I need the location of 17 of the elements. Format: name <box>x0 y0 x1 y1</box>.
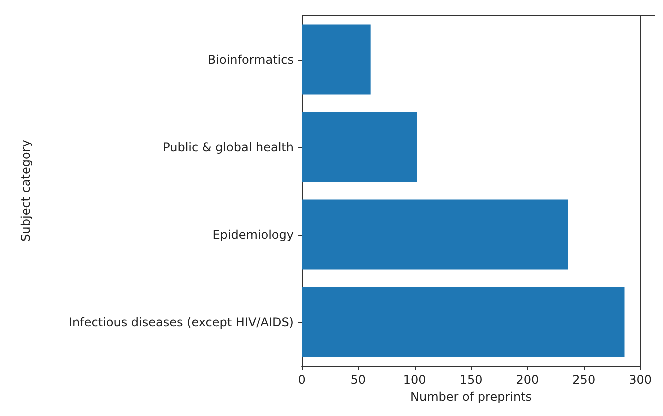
y-tick-label: Bioinformatics <box>208 52 294 67</box>
bar <box>302 112 418 182</box>
bar <box>302 287 625 358</box>
bar <box>302 200 568 270</box>
y-tick-label: Infectious diseases (except HIV/AIDS) <box>68 315 294 330</box>
x-tick-label: 300 <box>629 373 652 387</box>
x-tick-label: 250 <box>572 373 596 387</box>
bar <box>302 24 371 95</box>
x-tick-label: 150 <box>460 373 483 387</box>
x-tick-label: 100 <box>403 373 426 387</box>
x-tick-label: 0 <box>298 373 306 387</box>
y-tick-label: Epidemiology <box>212 228 294 242</box>
x-tick-label: 200 <box>516 373 540 387</box>
y-axis-title: Subject category <box>19 140 33 242</box>
x-axis-title: Number of preprints <box>410 390 532 404</box>
x-tick-label: 50 <box>350 373 366 387</box>
y-tick-label: Public & global health <box>163 140 294 154</box>
